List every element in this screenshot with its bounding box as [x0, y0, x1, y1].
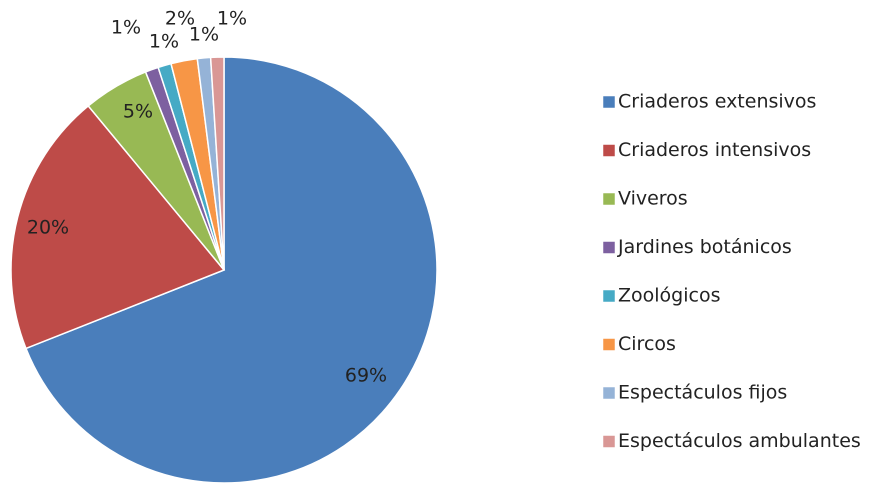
legend-label: Espectáculos fijos	[618, 382, 787, 404]
pie-slice	[24, 56, 438, 483]
legend-label: Circos	[618, 333, 676, 355]
legend-swatch	[602, 241, 616, 254]
data-label: 69%	[345, 365, 387, 387]
data-label: 1%	[189, 24, 219, 46]
legend-swatch	[602, 192, 616, 206]
pie-slice	[10, 104, 226, 350]
legend-label: Jardines botánicos	[617, 236, 792, 258]
legend-label: Criaderos intensivos	[618, 139, 811, 161]
legend-label: Criaderos extensivos	[618, 91, 816, 113]
legend-label: Espectáculos ambulantes	[618, 430, 861, 452]
legend-swatch	[602, 338, 616, 351]
data-label: 20%	[27, 217, 69, 239]
data-label: 1%	[217, 8, 247, 30]
data-label: 5%	[123, 101, 153, 123]
legend-swatch	[602, 289, 616, 303]
legend-swatch	[602, 386, 616, 400]
pie-slice	[209, 56, 225, 271]
legend-label: Viveros	[618, 188, 688, 210]
legend-swatch	[602, 95, 616, 109]
legend-label: Zoológicos	[618, 285, 720, 307]
legend-swatch	[602, 435, 616, 448]
data-label: 1%	[111, 17, 141, 39]
legend-swatch	[602, 144, 616, 157]
data-label: 1%	[149, 31, 179, 53]
data-label: 2%	[165, 8, 195, 30]
